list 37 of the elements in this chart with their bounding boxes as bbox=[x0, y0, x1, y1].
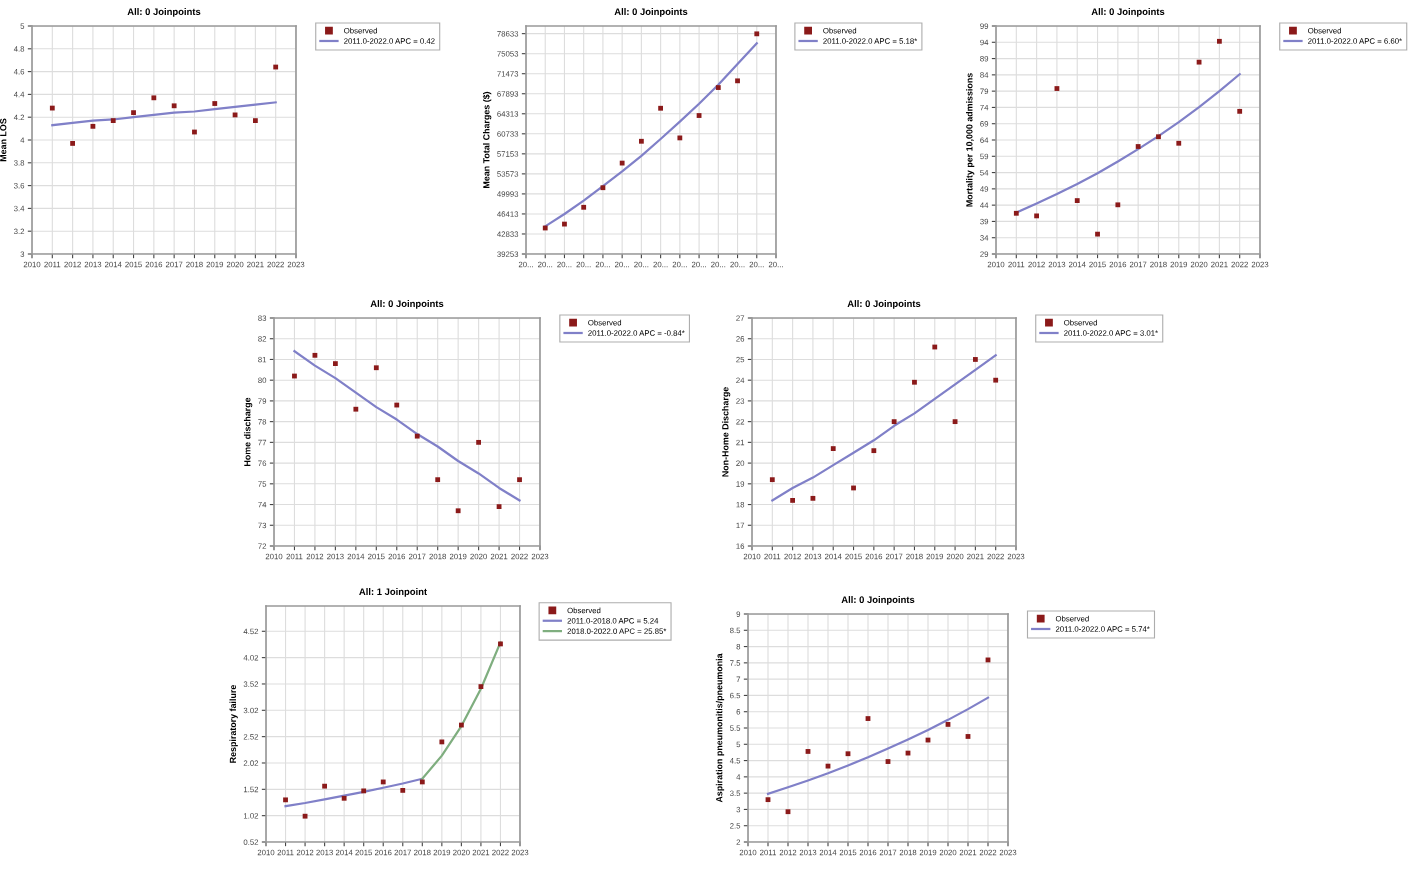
point bbox=[1013, 210, 1019, 216]
point bbox=[400, 787, 406, 793]
point bbox=[151, 95, 157, 101]
point bbox=[993, 377, 999, 383]
point bbox=[581, 204, 587, 210]
point bbox=[341, 795, 347, 801]
line-series bbox=[766, 696, 990, 795]
point bbox=[1176, 140, 1182, 146]
point bbox=[171, 103, 177, 109]
point bbox=[353, 406, 359, 412]
line-series bbox=[1015, 73, 1241, 214]
point bbox=[414, 433, 420, 439]
point bbox=[361, 788, 367, 794]
point bbox=[1034, 213, 1040, 219]
point bbox=[435, 477, 441, 483]
point bbox=[658, 105, 664, 111]
line-series bbox=[544, 42, 758, 228]
point bbox=[322, 783, 328, 789]
point bbox=[1216, 38, 1222, 44]
point bbox=[754, 31, 760, 37]
point bbox=[332, 361, 338, 367]
line-series bbox=[293, 350, 521, 502]
point bbox=[373, 365, 379, 371]
point bbox=[769, 477, 775, 483]
line-series bbox=[771, 354, 997, 502]
point bbox=[871, 448, 877, 454]
point bbox=[790, 497, 796, 503]
point bbox=[638, 138, 644, 144]
point bbox=[455, 508, 461, 514]
point bbox=[891, 419, 897, 425]
point bbox=[252, 118, 258, 124]
point bbox=[110, 118, 116, 124]
point bbox=[1237, 108, 1243, 114]
point bbox=[1115, 202, 1121, 208]
line-series bbox=[51, 101, 277, 127]
line-series bbox=[284, 777, 424, 808]
point bbox=[476, 439, 482, 445]
